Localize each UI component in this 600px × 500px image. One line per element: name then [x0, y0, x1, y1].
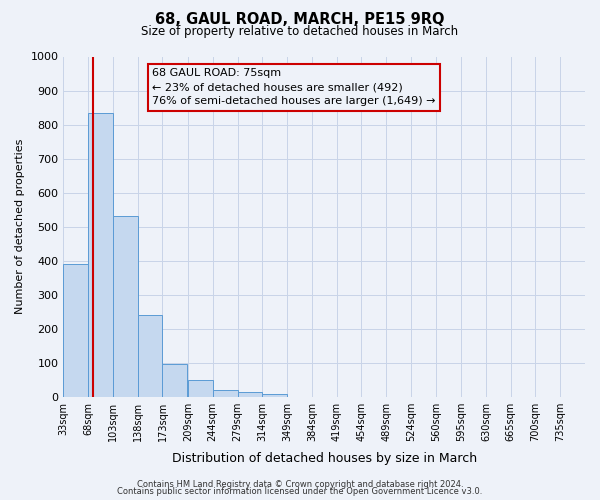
Bar — [213, 390, 238, 396]
Bar — [88, 112, 113, 397]
Text: Contains HM Land Registry data © Crown copyright and database right 2024.: Contains HM Land Registry data © Crown c… — [137, 480, 463, 489]
X-axis label: Distribution of detached houses by size in March: Distribution of detached houses by size … — [172, 452, 477, 465]
Bar — [113, 216, 138, 396]
Bar — [262, 394, 287, 396]
Bar — [238, 392, 262, 396]
Text: Size of property relative to detached houses in March: Size of property relative to detached ho… — [142, 25, 458, 38]
Bar — [64, 264, 88, 396]
Y-axis label: Number of detached properties: Number of detached properties — [15, 139, 25, 314]
Text: 68, GAUL ROAD, MARCH, PE15 9RQ: 68, GAUL ROAD, MARCH, PE15 9RQ — [155, 12, 445, 28]
Bar — [163, 364, 187, 396]
Text: 68 GAUL ROAD: 75sqm
← 23% of detached houses are smaller (492)
76% of semi-detac: 68 GAUL ROAD: 75sqm ← 23% of detached ho… — [152, 68, 436, 106]
Bar — [138, 315, 163, 396]
Bar — [188, 380, 213, 396]
Text: Contains public sector information licensed under the Open Government Licence v3: Contains public sector information licen… — [118, 488, 482, 496]
